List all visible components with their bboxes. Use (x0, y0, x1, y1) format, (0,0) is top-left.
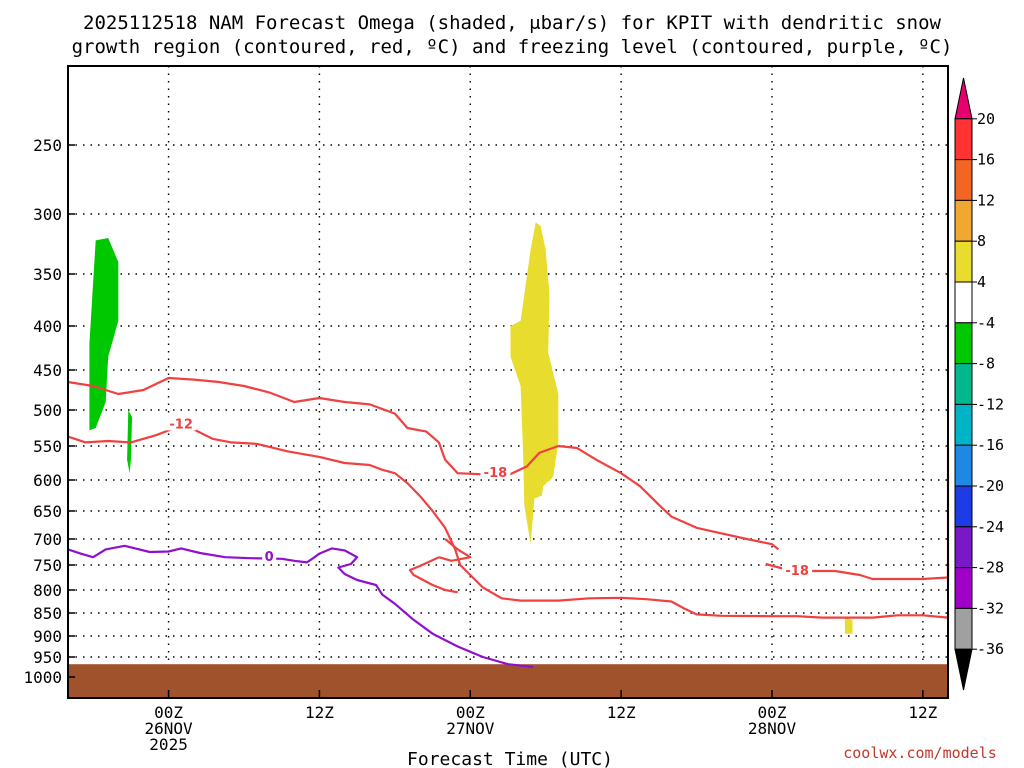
colorbar-swatch (954, 363, 973, 405)
omega-region (844, 617, 853, 634)
contour-labels: -12 -18 -18 0 (166, 416, 813, 579)
x-tick-label: 27NOV (446, 719, 495, 738)
purple-contour-label: 0 (265, 550, 274, 565)
y-tick-label: 300 (33, 205, 62, 224)
colorbar-label: -8 (977, 355, 995, 373)
y-tick-label: 450 (33, 361, 62, 380)
y-tick-label: 400 (33, 317, 62, 336)
red-contour-label: -12 (169, 417, 193, 432)
red-contour-line (408, 556, 458, 594)
x-tick-label: 12Z (908, 703, 937, 722)
site-credit: coolwx.com/models (843, 744, 997, 762)
gridlines (68, 66, 948, 698)
colorbar-max-triangle (954, 77, 973, 120)
colorbar-swatch (954, 281, 973, 324)
y-tick-label: 850 (33, 604, 62, 623)
terrain-fill (68, 664, 948, 698)
colorbar-swatch (954, 485, 973, 528)
y-tick-label: 500 (33, 401, 62, 420)
contour-label-bg (480, 465, 511, 480)
colorbar-swatch (954, 607, 973, 650)
y-tick-label: 1000 (23, 668, 62, 687)
y-tick-label: 350 (33, 265, 62, 284)
colorbar-label: 4 (977, 273, 986, 291)
red-contour-label: -18 (484, 466, 508, 481)
x-tick-label: 2025 (149, 735, 188, 754)
red-contour-line (438, 538, 472, 562)
plot-frame (67, 65, 949, 699)
colorbar-swatch (954, 118, 973, 161)
colorbar-label: -24 (977, 518, 1004, 536)
terrain-layer (68, 664, 948, 698)
colorbar-label: -16 (977, 436, 1004, 454)
x-tick-label: 28NOV (748, 719, 797, 738)
colorbar-label: -36 (977, 640, 1004, 658)
y-tick-label: 550 (33, 437, 62, 456)
contour-label-bg (782, 563, 813, 577)
purple-contour-line (67, 544, 534, 669)
x-axis-label: Forecast Time (UTC) (407, 749, 613, 768)
y-tick-label: 800 (33, 581, 62, 600)
colorbar-swatch (954, 444, 973, 487)
colorbar-label: 20 (977, 110, 995, 128)
contour-label-bg (262, 549, 277, 564)
x-tick-label: 00Z (456, 703, 485, 722)
colorbar-swatch (954, 240, 973, 283)
chart-title-line-1: 2025112518 NAM Forecast Omega (shaded, μ… (83, 12, 941, 34)
colorbar-label: -12 (977, 395, 1004, 413)
colorbar-label: -28 (977, 559, 1004, 577)
red-contour-line (67, 376, 780, 551)
y-tick-label: 650 (33, 502, 62, 521)
colorbar-label: -20 (977, 477, 1004, 495)
y-tick-label: 950 (33, 648, 62, 667)
x-tick-label: 00Z (758, 703, 787, 722)
colorbar-swatch (954, 199, 973, 242)
colorbar: 20 16 12 8 4 -4 -8 -12 -16 -20 -24 -28 -32 -36 (954, 77, 1004, 691)
colorbar-swatch (954, 322, 973, 365)
omega-region (510, 222, 559, 545)
y-tick-label: 700 (33, 530, 62, 549)
freezing-level-contour (67, 544, 534, 669)
red-contour-label: -18 (785, 564, 809, 579)
colorbar-label: 12 (977, 191, 995, 209)
colorbar-label: 16 (977, 151, 995, 169)
y-tick-label: 900 (33, 627, 62, 646)
contour-label-bg (166, 416, 197, 431)
colorbar-swatch (954, 403, 973, 446)
colorbar-label: -4 (977, 314, 995, 332)
chart-title-line-2: growth region (contoured, red, ºC) and f… (72, 36, 953, 58)
colorbar-swatch (954, 159, 973, 201)
x-tick-label: 26NOV (144, 719, 193, 738)
plot-area-background (68, 66, 948, 698)
red-contour-line (67, 425, 950, 620)
y-tick-label: 750 (33, 556, 62, 575)
colorbar-swatch (954, 567, 973, 609)
y-tick-label: 600 (33, 471, 62, 490)
omega-region (89, 238, 119, 431)
colorbar-swatch (954, 526, 973, 569)
y-tick-label: 250 (33, 136, 62, 155)
x-tick-label: 12Z (305, 703, 334, 722)
colorbar-label: 8 (977, 232, 986, 250)
x-tick-label: 00Z (154, 703, 183, 722)
x-tick-label: 12Z (607, 703, 636, 722)
colorbar-min-triangle (954, 648, 973, 691)
colorbar-label: -32 (977, 599, 1004, 617)
y-axis-ticks: 250 300 350 400 450 500 550 600 650 700 750 800 850 9… (23, 136, 75, 687)
